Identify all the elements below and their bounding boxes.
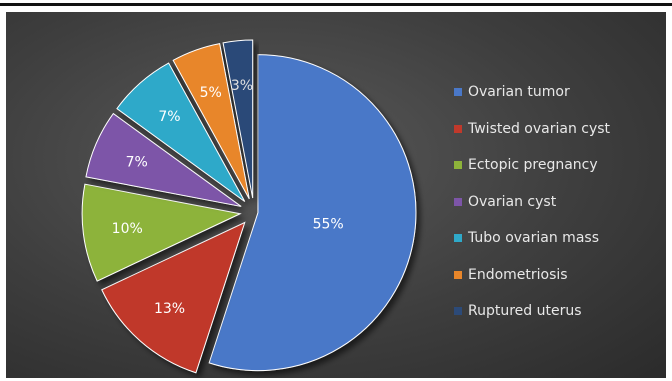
pie-slice-ovarian-cyst bbox=[85, 112, 242, 207]
legend-swatch bbox=[454, 270, 462, 279]
legend-label: Tubo ovarian mass bbox=[468, 230, 599, 247]
pie-chart: 55% 13% 10% 7% 7% 5% 3% bbox=[81, 39, 417, 374]
pie-slice-endometriosis bbox=[172, 43, 250, 200]
pie-slice-tubo-ovarian-mass bbox=[116, 62, 246, 202]
chart-area: 55% 13% 10% 7% 7% 5% 3% Ovarian tumor Twisted o… bbox=[6, 12, 666, 378]
legend-swatch bbox=[454, 124, 462, 133]
legend-label: Ruptured uterus bbox=[468, 303, 582, 320]
data-label-tubo-ovarian-mass: 7% bbox=[158, 109, 180, 125]
legend-item-ruptured-uterus: Ruptured uterus bbox=[454, 293, 610, 330]
pie-slice-ruptured-uterus bbox=[222, 39, 254, 199]
pie-slice-twisted-ovarian-cyst bbox=[101, 221, 246, 374]
legend-item-endometriosis: Endometriosis bbox=[454, 257, 610, 294]
data-label-ovarian-cyst: 7% bbox=[126, 154, 148, 170]
legend-item-twisted-ovarian-cyst: Twisted ovarian cyst bbox=[454, 111, 610, 148]
legend-label: Endometriosis bbox=[468, 266, 568, 283]
data-label-ovarian-tumor: 55% bbox=[313, 217, 344, 233]
top-rule bbox=[0, 3, 672, 6]
data-label-twisted-ovarian-cyst: 13% bbox=[154, 301, 185, 317]
legend-label: Ovarian tumor bbox=[468, 84, 570, 101]
legend-swatch bbox=[454, 161, 462, 170]
legend-swatch bbox=[454, 88, 462, 97]
data-label-endometriosis: 5% bbox=[200, 85, 222, 101]
legend-item-tubo-ovarian-mass: Tubo ovarian mass bbox=[454, 220, 610, 257]
data-label-ruptured-uterus: 3% bbox=[231, 78, 253, 94]
legend-swatch bbox=[454, 234, 462, 243]
legend-item-ectopic-pregnancy: Ectopic pregnancy bbox=[454, 147, 610, 184]
legend-item-ovarian-cyst: Ovarian cyst bbox=[454, 184, 610, 221]
legend-swatch bbox=[454, 307, 462, 316]
pie-slice-ectopic-pregnancy bbox=[81, 183, 242, 282]
legend-item-ovarian-tumor: Ovarian tumor bbox=[454, 74, 610, 111]
legend-label: Ectopic pregnancy bbox=[468, 157, 598, 174]
legend-label: Ovarian cyst bbox=[468, 193, 557, 210]
legend-label: Twisted ovarian cyst bbox=[468, 120, 611, 137]
legend: Ovarian tumor Twisted ovarian cyst Ectopic… bbox=[454, 74, 610, 330]
legend-swatch bbox=[454, 197, 462, 206]
data-label-ectopic-pregnancy: 10% bbox=[112, 221, 143, 237]
pie-slice-ovarian-tumor bbox=[208, 54, 417, 372]
